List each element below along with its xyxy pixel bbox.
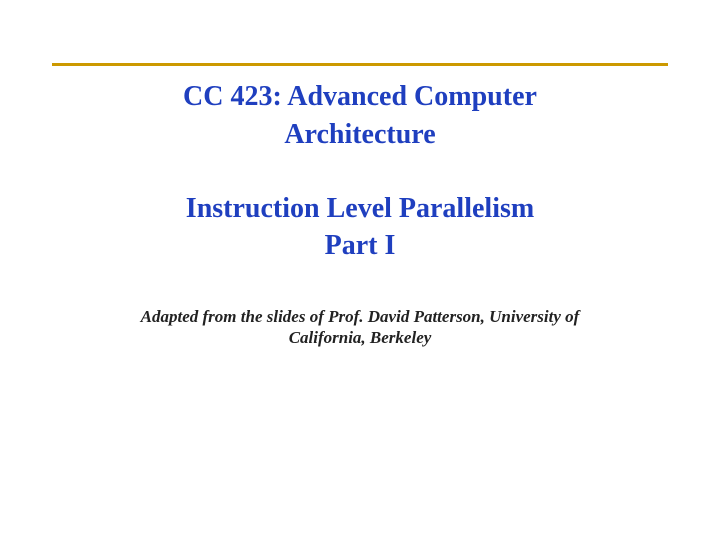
attribution-text: Adapted from the slides of Prof. David P… <box>0 307 720 348</box>
divider-line <box>52 63 668 66</box>
spacer <box>0 154 720 190</box>
course-title-line2: Architecture <box>0 116 720 154</box>
topic-title-line1: Instruction Level Parallelism <box>0 190 720 228</box>
slide-content: CC 423: Advanced Computer Architecture I… <box>0 78 720 348</box>
course-title-line1: CC 423: Advanced Computer <box>0 78 720 116</box>
topic-title-line2: Part I <box>0 227 720 265</box>
